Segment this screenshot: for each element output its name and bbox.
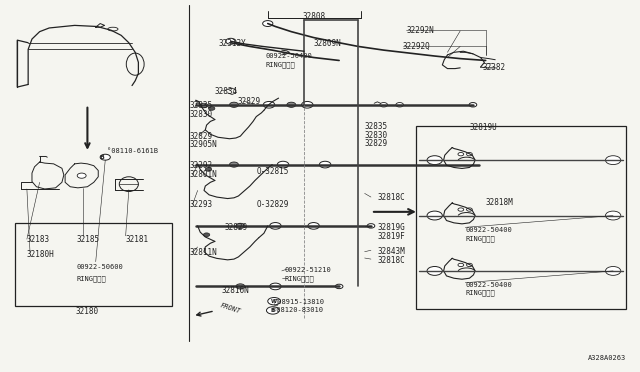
Circle shape [301, 102, 313, 108]
Text: 32829: 32829 [189, 132, 212, 141]
Circle shape [277, 161, 289, 168]
Text: Ⓦ08915-13810: Ⓦ08915-13810 [274, 298, 325, 305]
Text: RINGリング: RINGリング [465, 290, 495, 296]
Circle shape [467, 263, 472, 267]
Ellipse shape [108, 27, 118, 31]
Circle shape [230, 162, 239, 167]
Circle shape [269, 222, 281, 229]
Text: 00922-50400: 00922-50400 [266, 53, 312, 59]
Circle shape [380, 103, 388, 107]
Text: 32830: 32830 [365, 131, 388, 140]
Text: 32818M: 32818M [486, 198, 513, 207]
Bar [415, 126, 626, 309]
Circle shape [266, 307, 279, 314]
Text: RINGリング: RINGリング [285, 275, 315, 282]
Circle shape [269, 283, 281, 290]
Circle shape [268, 298, 280, 305]
Circle shape [605, 211, 621, 220]
Circle shape [427, 156, 442, 164]
Text: O-32815: O-32815 [256, 167, 289, 176]
Text: RINGリング: RINGリング [465, 235, 495, 242]
Text: RINGリング: RINGリング [266, 62, 296, 68]
Text: 32816N: 32816N [221, 286, 249, 295]
Text: 32830: 32830 [189, 109, 212, 119]
Text: 32180H: 32180H [27, 250, 54, 259]
Circle shape [262, 20, 273, 26]
Text: 32818C: 32818C [378, 193, 405, 202]
Text: 32835: 32835 [365, 122, 388, 131]
Text: 32181: 32181 [125, 235, 148, 244]
Circle shape [427, 266, 442, 275]
Text: 32292: 32292 [189, 161, 212, 170]
Text: O-32829: O-32829 [256, 200, 289, 209]
Circle shape [467, 153, 472, 156]
Circle shape [335, 284, 343, 289]
Text: 32293: 32293 [189, 200, 212, 209]
Circle shape [100, 154, 110, 160]
Circle shape [77, 173, 86, 178]
Text: 32313Y: 32313Y [218, 39, 246, 48]
Text: 00922-50400: 00922-50400 [465, 282, 512, 288]
Text: 32819G: 32819G [378, 223, 405, 232]
Text: 32382: 32382 [483, 62, 506, 72]
Circle shape [263, 102, 275, 108]
Text: 32292Q: 32292Q [403, 42, 431, 51]
Circle shape [204, 233, 210, 237]
Text: W: W [271, 299, 277, 304]
Circle shape [458, 208, 464, 211]
Text: RINGリング: RINGリング [77, 276, 106, 282]
Text: 32809N: 32809N [314, 39, 341, 48]
Circle shape [427, 211, 442, 220]
Text: °08110-6161B: °08110-6161B [106, 148, 157, 154]
Text: 32819U: 32819U [470, 123, 497, 132]
Circle shape [226, 38, 236, 44]
Text: 32905N: 32905N [189, 140, 217, 149]
Text: 32843M: 32843M [378, 247, 405, 256]
Text: ®08120-83010: ®08120-83010 [272, 307, 323, 314]
Circle shape [605, 156, 621, 164]
Bar [15, 223, 172, 306]
Text: 32180: 32180 [76, 307, 99, 316]
Text: 00922-50400: 00922-50400 [465, 227, 512, 232]
Circle shape [396, 103, 403, 107]
Circle shape [319, 161, 331, 168]
Circle shape [467, 208, 472, 211]
Circle shape [230, 102, 239, 108]
Circle shape [205, 167, 212, 171]
Circle shape [209, 107, 215, 110]
Text: 32829: 32829 [237, 97, 260, 106]
Ellipse shape [126, 53, 144, 75]
Circle shape [308, 222, 319, 229]
Text: 32292N: 32292N [406, 26, 434, 35]
Circle shape [236, 223, 245, 228]
Circle shape [605, 266, 621, 275]
Ellipse shape [119, 177, 138, 192]
Circle shape [469, 103, 477, 107]
Circle shape [200, 103, 208, 108]
Text: FRONT: FRONT [220, 302, 241, 315]
Text: A328A0263: A328A0263 [588, 355, 626, 361]
Text: 32801N: 32801N [189, 170, 217, 179]
Circle shape [236, 284, 245, 289]
Text: 32185: 32185 [77, 235, 100, 244]
Circle shape [458, 263, 464, 267]
Text: 32808: 32808 [302, 12, 325, 21]
Circle shape [287, 102, 296, 108]
Text: 32183: 32183 [27, 235, 50, 244]
Circle shape [476, 162, 483, 167]
Text: 32811N: 32811N [189, 248, 217, 257]
Text: B: B [99, 155, 104, 160]
Text: 32829: 32829 [365, 139, 388, 148]
Text: 00922-50600: 00922-50600 [77, 264, 124, 270]
Circle shape [458, 153, 464, 156]
Text: B: B [271, 308, 275, 313]
Text: 00922-51210: 00922-51210 [285, 267, 332, 273]
Text: 32818C: 32818C [378, 256, 405, 265]
Text: 32835: 32835 [189, 101, 212, 110]
Text: 32834: 32834 [215, 87, 238, 96]
Text: 32819F: 32819F [378, 232, 405, 241]
Text: 32829: 32829 [225, 223, 248, 232]
Circle shape [367, 224, 375, 228]
